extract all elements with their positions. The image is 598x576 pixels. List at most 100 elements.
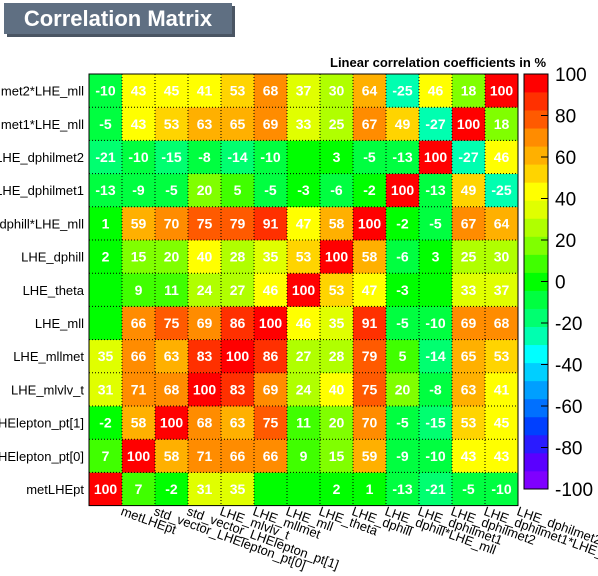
heatmap-cell <box>221 472 255 506</box>
heatmap-cell <box>419 74 453 108</box>
cell-value-label: -13 <box>425 182 445 198</box>
cell-value-label: -5 <box>462 481 475 497</box>
y-tick-label: std_vector_LHElepton_pt[1] <box>0 416 84 431</box>
heatmap-cell <box>287 439 321 473</box>
colorbar-segment <box>524 110 548 129</box>
cell-value-label: 83 <box>230 381 246 397</box>
cell-value-label: 66 <box>131 348 147 364</box>
heatmap-cell <box>254 74 288 108</box>
heatmap-cell <box>452 406 486 440</box>
heatmap-cell <box>353 273 387 307</box>
heatmap-cell <box>320 306 354 340</box>
heatmap-cell <box>452 306 486 340</box>
colorbar-tick-label: 20 <box>555 231 576 252</box>
grid-lines <box>89 74 518 506</box>
cell-value-label: 83 <box>197 348 213 364</box>
heatmap-cell <box>89 206 123 241</box>
cell-value-label: 2 <box>102 249 110 265</box>
heatmap-cell <box>221 173 255 208</box>
heatmap-cell <box>386 439 420 473</box>
heatmap-cell <box>254 339 288 374</box>
cell-value-label: 27 <box>230 282 246 298</box>
colorbar-tick-label: -20 <box>555 314 582 335</box>
cell-value-label: 9 <box>135 282 143 298</box>
heatmap-cell <box>89 472 123 506</box>
cell-value-label: 33 <box>461 282 477 298</box>
heatmap-cell <box>452 173 486 208</box>
cell-value-label: 100 <box>490 83 514 99</box>
cell-value-label: -25 <box>392 83 412 99</box>
colorbar-segment <box>524 254 548 273</box>
cell-value-label: 47 <box>362 282 378 298</box>
colorbar-segment <box>524 92 548 111</box>
colorbar-segment <box>524 218 548 237</box>
y-tick-label: LHE_mlvlv_t <box>11 382 84 397</box>
cell-value-label: 91 <box>362 315 378 331</box>
heatmap-cell <box>419 372 453 407</box>
heatmap-cell <box>419 306 453 340</box>
heatmap-cell <box>221 372 255 407</box>
cell-value-label: 63 <box>461 381 477 397</box>
cell-value-label: 68 <box>263 83 279 99</box>
heatmap-cell <box>419 107 453 141</box>
heatmap-cell <box>320 173 354 208</box>
heatmap-cell <box>353 240 387 274</box>
heatmap-cell <box>155 372 189 407</box>
heatmap-cell <box>386 273 420 307</box>
cell-value-label: 100 <box>94 481 118 497</box>
heatmap-cell <box>485 240 519 274</box>
heatmap-cell <box>287 74 321 108</box>
colorbar-tick-label: 60 <box>555 148 576 169</box>
cell-value-label: -3 <box>396 282 409 298</box>
cell-value-label: -8 <box>198 149 211 165</box>
heatmap-cell <box>89 439 123 473</box>
y-tick-label: LHE_mllmet <box>13 349 84 364</box>
heatmap-cell <box>320 472 354 506</box>
heatmap-cell <box>320 406 354 440</box>
heatmap-cell <box>122 372 156 407</box>
heatmap-cell <box>122 472 156 506</box>
heatmap-cell <box>386 206 420 241</box>
cell-value-label: -10 <box>260 149 280 165</box>
heatmap-cell <box>452 206 486 241</box>
heatmap-cell <box>419 339 453 374</box>
heatmap-cell <box>320 140 354 174</box>
heatmap-cell <box>254 406 288 440</box>
heatmap-cell <box>287 306 321 340</box>
cell-value-label: -21 <box>95 149 115 165</box>
cell-value-label: 68 <box>197 415 213 431</box>
cell-value-label: 75 <box>197 215 213 231</box>
colorbar-tick-label: 100 <box>555 65 587 86</box>
cell-value-label: 69 <box>263 381 279 397</box>
y-tick-label: LHE_mll <box>35 316 84 331</box>
colorbar-tick-label: 80 <box>555 107 576 128</box>
cell-value-label: 100 <box>193 381 217 397</box>
cell-value-label: 58 <box>164 448 180 464</box>
cell-value-label: 64 <box>362 83 378 99</box>
cell-value-label: 11 <box>164 282 179 298</box>
heatmap-cell <box>188 74 222 108</box>
cell-value-label: 69 <box>197 315 213 331</box>
cell-value-label: -3 <box>297 182 310 198</box>
heatmap-cell <box>188 206 222 241</box>
cell-value-label: 46 <box>494 149 510 165</box>
cell-value-label: 53 <box>164 116 180 132</box>
colorbar-segment <box>524 326 548 346</box>
cell-value-label: 100 <box>391 182 415 198</box>
cell-value-label: 63 <box>164 348 180 364</box>
colorbar-segment <box>524 182 548 201</box>
heatmap-cell <box>89 339 123 374</box>
heatmap-cell <box>386 107 420 141</box>
cell-value-label: 49 <box>395 116 411 132</box>
cell-value-label: -5 <box>99 116 112 132</box>
cell-value-label: 59 <box>131 215 147 231</box>
cell-value-label: -6 <box>396 249 409 265</box>
heatmap-cell <box>254 439 288 473</box>
cell-value-label: -5 <box>396 315 409 331</box>
colorbar-segment <box>524 236 548 255</box>
heatmap-cell <box>188 439 222 473</box>
colorbar-segment <box>524 308 548 328</box>
cell-value-label: 68 <box>164 381 180 397</box>
heatmap-cell <box>221 107 255 141</box>
